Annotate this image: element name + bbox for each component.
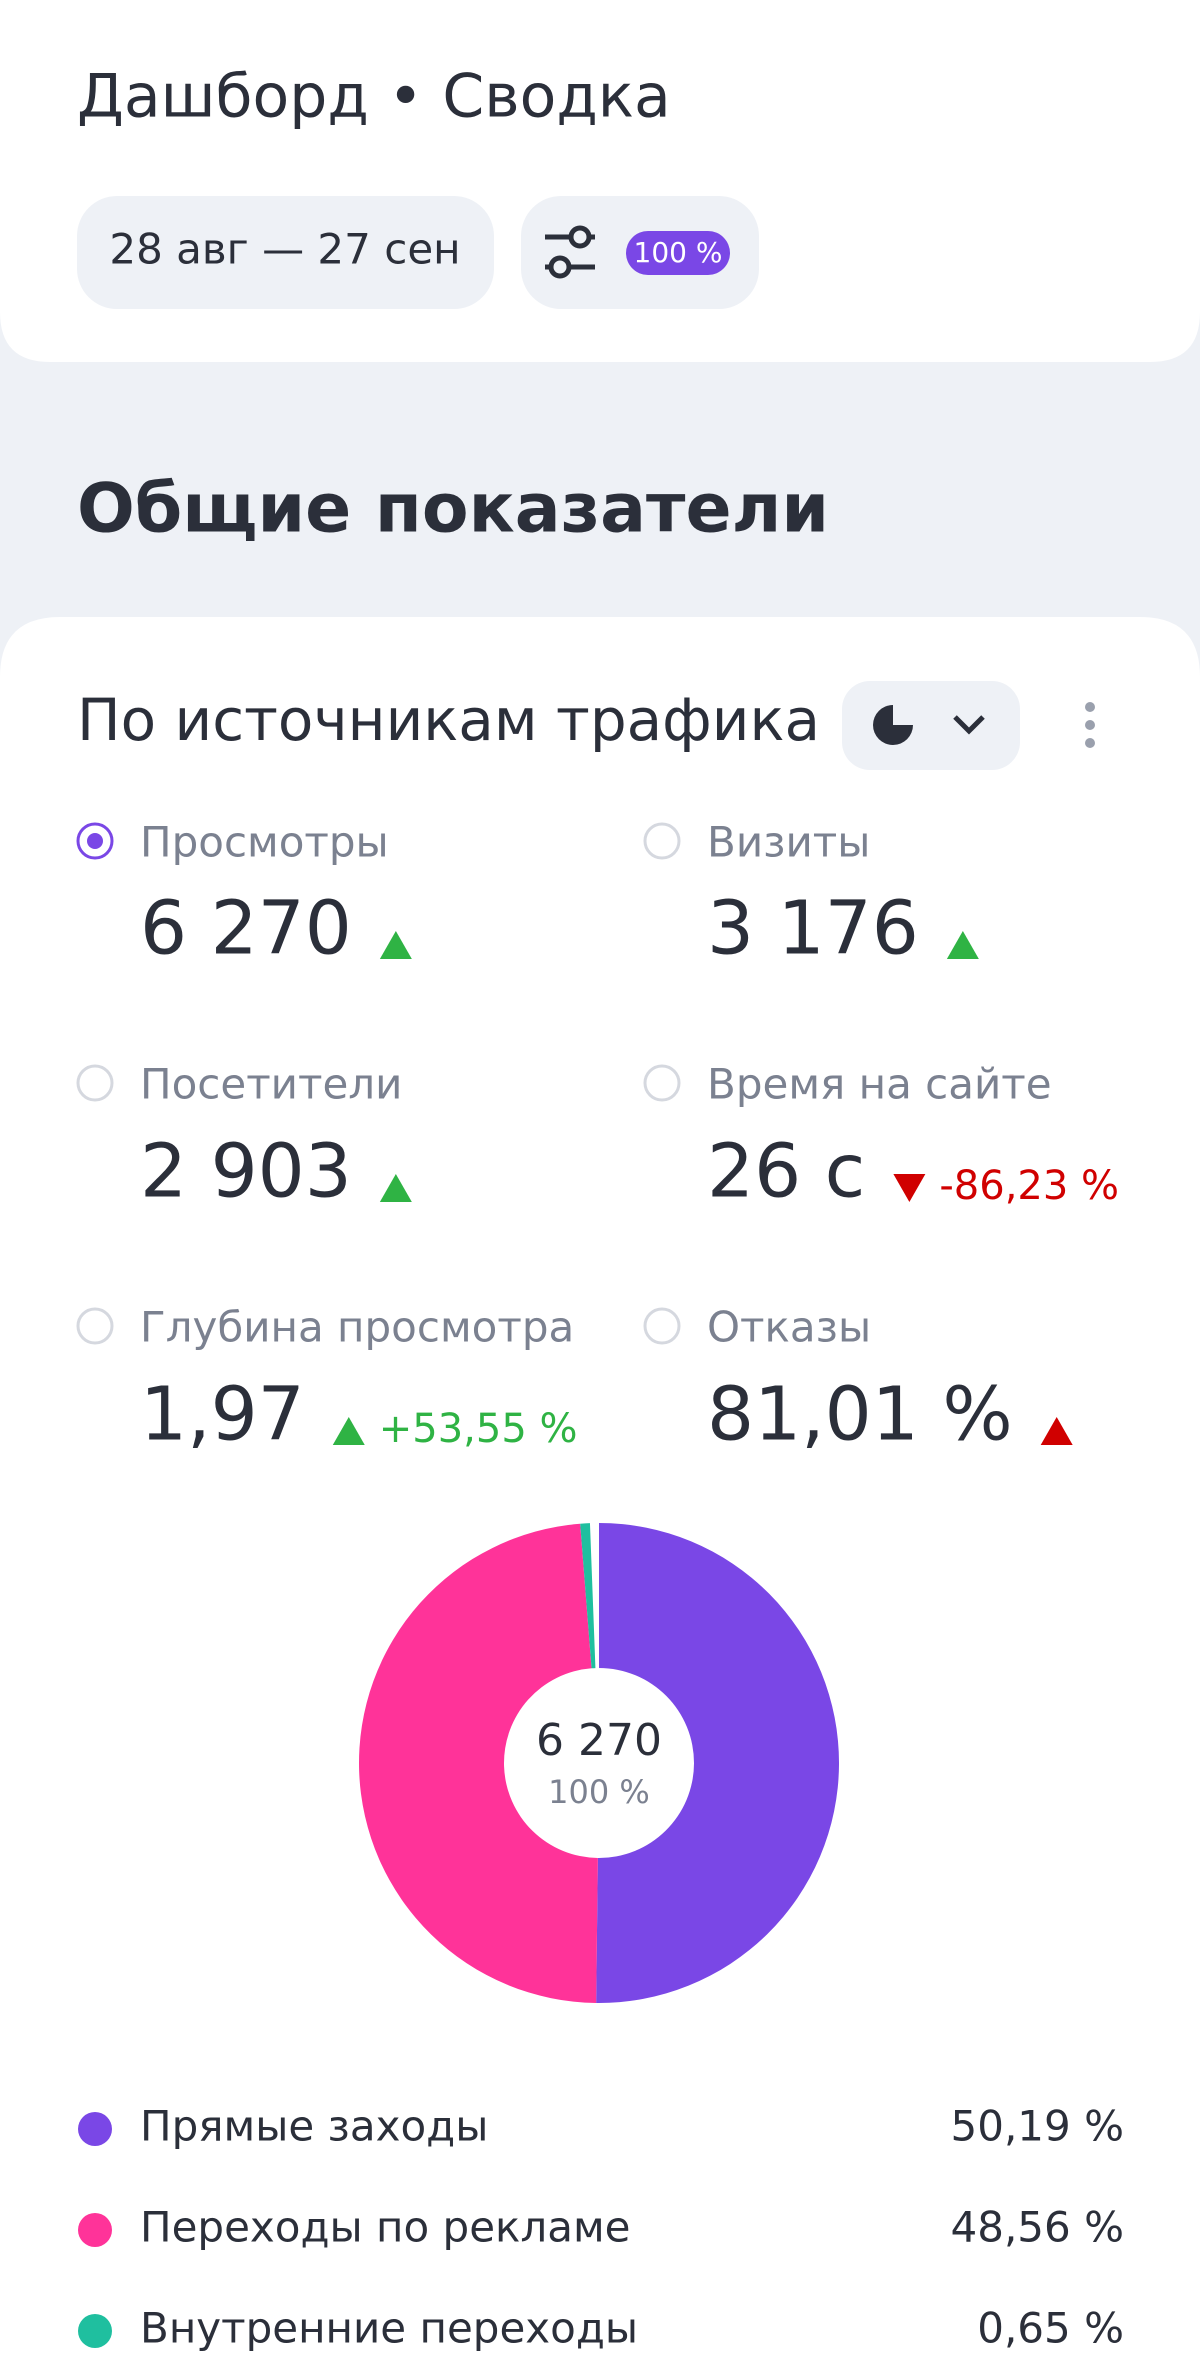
trend-arrow (379, 931, 412, 959)
metric-label: Просмотры (140, 818, 389, 867)
center-value: 6 270 (536, 1715, 662, 1766)
date-chip[interactable] (77, 196, 494, 309)
trend-arrow (893, 1174, 926, 1202)
radio-dot (87, 833, 103, 849)
date-range[interactable]: 28 авг — 27 сен (109, 225, 460, 274)
more-menu[interactable] (1085, 702, 1095, 748)
radio[interactable] (76, 1307, 114, 1345)
filter-icon (545, 225, 595, 279)
trend-arrow (379, 1174, 412, 1202)
metric-value: 1,97 (140, 1372, 305, 1458)
legend-label: Переходы по рекламе (140, 2203, 631, 2252)
legend-dot (78, 2314, 112, 2348)
legend-value: 0,65 % (977, 2304, 1124, 2353)
metric-value: 81,01 % (707, 1372, 1013, 1458)
trend-arrow (946, 931, 979, 959)
sampling-text: 100 % (634, 236, 723, 269)
legend-dot (78, 2112, 112, 2146)
metric-value: 26 с (707, 1129, 865, 1215)
pie-slice (359, 1523, 598, 2003)
metric-change: -86,23 % (939, 1163, 1119, 1209)
metric-change: +53,55 % (379, 1406, 578, 1452)
metric-label: Визиты (707, 818, 870, 867)
metric-label: Время на сайте (707, 1060, 1052, 1109)
trend-arrow (332, 1417, 365, 1445)
traffic-card (0, 617, 1200, 2368)
legend-label: Внутренние переходы (140, 2304, 638, 2353)
legend-value: 48,56 % (951, 2203, 1125, 2252)
legend-dot (78, 2213, 112, 2247)
radio[interactable] (76, 1064, 114, 1102)
center-label: 100 % (548, 1773, 650, 1811)
pie-slice (596, 1523, 840, 2003)
pie-slice (580, 1523, 596, 1669)
chart-type-chip[interactable] (842, 681, 1020, 770)
legend-value: 50,19 % (951, 2102, 1125, 2151)
section-title: Общие показатели (77, 470, 829, 549)
card-title: По источникам трафика (77, 686, 820, 754)
radio[interactable] (643, 1307, 681, 1345)
metric-value: 2 903 (140, 1129, 352, 1215)
radio[interactable] (643, 1064, 681, 1102)
metric-value: 6 270 (140, 886, 352, 972)
legend-label: Прямые заходы (140, 2102, 488, 2151)
metric-value: 3 176 (707, 886, 919, 972)
chevron (953, 715, 985, 735)
metric-label: Глубина просмотра (140, 1303, 574, 1352)
metric-label: Отказы (707, 1303, 871, 1352)
pie-icon-cut (893, 703, 915, 725)
metric-label: Посетители (140, 1060, 402, 1109)
page-title: Дашборд • Сводка (77, 62, 671, 132)
sampling-badge (626, 231, 730, 275)
radio[interactable] (643, 822, 681, 860)
trend-arrow (1040, 1417, 1073, 1445)
